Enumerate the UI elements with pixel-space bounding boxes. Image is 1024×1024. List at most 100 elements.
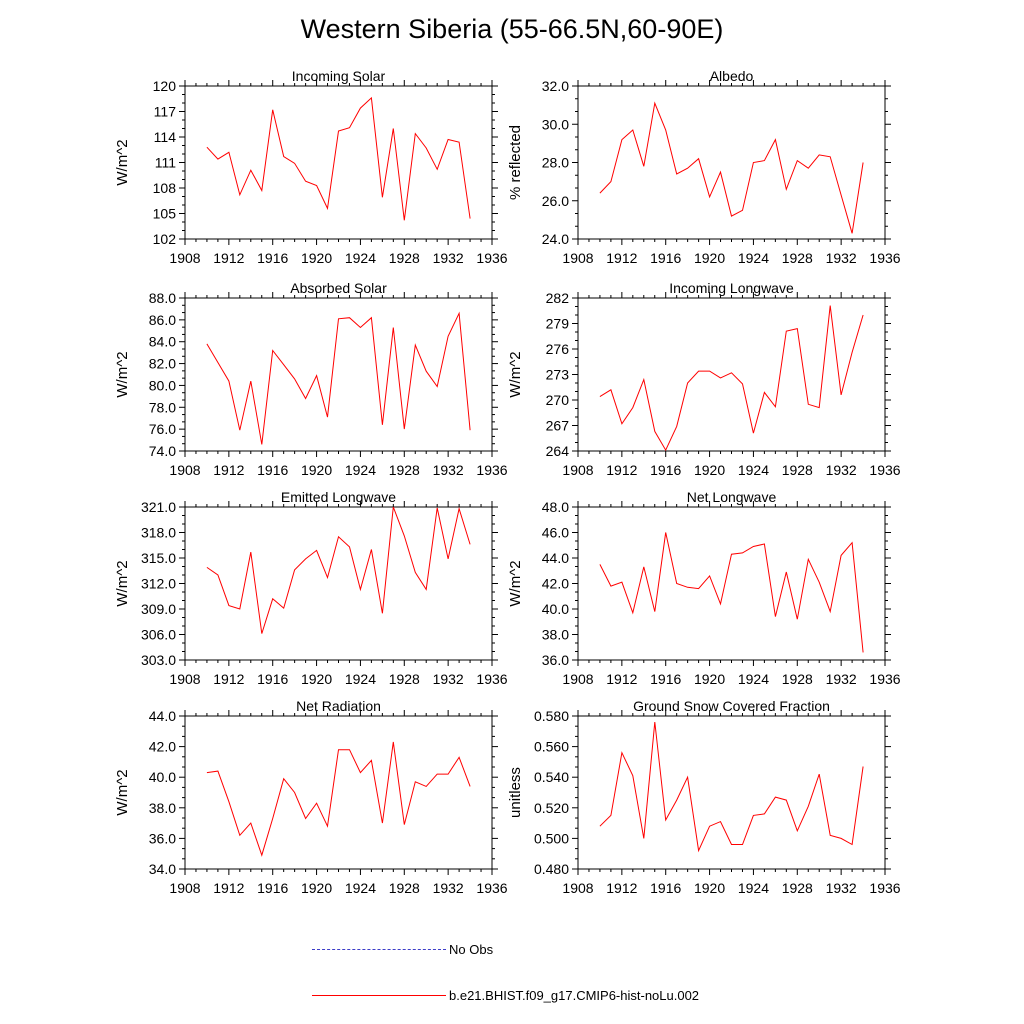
x-tick-label: 1916 [650, 671, 681, 687]
x-tick-label: 1912 [213, 250, 244, 266]
x-tick-label: 1932 [826, 671, 857, 687]
x-tick-label: 1908 [169, 462, 200, 478]
panel-title: Ground Snow Covered Fraction [633, 698, 830, 714]
panel-title: Net Longwave [687, 489, 777, 505]
x-tick-label: 1912 [213, 462, 244, 478]
y-tick-label: 48.0 [542, 499, 569, 515]
x-tick-label: 1928 [389, 250, 420, 266]
series-line [599, 722, 864, 853]
x-tick-label: 1924 [345, 462, 376, 478]
y-axis-label: % reflected [507, 125, 524, 200]
x-tick-label: 1920 [694, 671, 725, 687]
y-tick-label: 276 [546, 341, 570, 357]
y-tick-label: 0.500 [534, 830, 569, 846]
legend-label-model: b.e21.BHIST.f09_g17.CMIP6-hist-noLu.002 [449, 988, 700, 1003]
y-tick-label: 111 [155, 155, 176, 171]
x-tick-label: 1916 [650, 250, 681, 266]
x-tick-label: 1920 [694, 250, 725, 266]
y-tick-label: 88.0 [149, 290, 176, 306]
y-tick-label: 108 [153, 180, 177, 196]
series-line [599, 532, 864, 653]
y-tick-label: 0.520 [534, 800, 569, 816]
y-tick-label: 282 [546, 290, 570, 306]
x-tick-label: 1932 [433, 250, 464, 266]
y-tick-label: 32.0 [542, 78, 569, 94]
y-axis-label: unitless [507, 767, 524, 818]
x-tick-label: 1908 [562, 671, 593, 687]
x-tick-label: 1936 [476, 671, 507, 687]
y-tick-label: 36.0 [149, 830, 176, 846]
x-tick-label: 1908 [562, 880, 593, 896]
plot-frame [184, 506, 493, 661]
panel-title: Absorbed Solar [290, 280, 387, 296]
x-tick-label: 1936 [476, 880, 507, 896]
x-tick-label: 1916 [257, 671, 288, 687]
panel-net-longwave: Net Longwave 36.0 38.0 40.0 42.0 44.0 46.0 48.0… [507, 489, 901, 687]
legend-item-model: b.e21.BHIST.f09_g17.CMIP6-hist-noLu.002 [312, 988, 699, 1003]
x-tick-label: 1928 [389, 462, 420, 478]
x-tick-label: 1912 [606, 671, 637, 687]
y-tick-label: 312.0 [141, 576, 176, 592]
legend-swatch-obs [312, 949, 446, 950]
x-tick-label: 1936 [869, 671, 900, 687]
y-tick-label: 86.0 [149, 312, 176, 328]
y-tick-label: 0.480 [534, 861, 569, 877]
x-tick-label: 1916 [257, 250, 288, 266]
x-tick-label: 1912 [606, 250, 637, 266]
legend-swatch-model [312, 995, 446, 996]
y-tick-label: 303.0 [141, 652, 176, 668]
y-tick-label: 42.0 [149, 739, 176, 755]
legend-item-obs: No Obs [312, 942, 493, 957]
panel-ground-snow-covered-fraction: Ground Snow Covered Fraction 0.480 0.500 0.… [507, 698, 901, 896]
y-tick-label: 30.0 [542, 116, 569, 132]
y-tick-label: 38.0 [542, 627, 569, 643]
x-tick-label: 1932 [433, 671, 464, 687]
x-tick-label: 1936 [476, 462, 507, 478]
panel-incoming-longwave: Incoming Longwave 264 267 270 273 276 279 282 19… [507, 280, 901, 478]
x-tick-label: 1928 [782, 880, 813, 896]
x-tick-label: 1928 [389, 880, 420, 896]
panel-albedo: Albedo 24.0 26.0 28.0 30.0 32.0 1908 1912 1916 19… [507, 68, 901, 266]
y-tick-label: 0.540 [534, 769, 569, 785]
x-tick-label: 1916 [257, 880, 288, 896]
y-tick-label: 44.0 [149, 708, 176, 724]
series-line [206, 741, 471, 857]
panel-title: Emitted Longwave [281, 489, 396, 505]
y-tick-label: 318.0 [141, 525, 176, 541]
panel-title: Net Radiation [296, 698, 381, 714]
plot-frame [184, 715, 493, 870]
x-tick-label: 1932 [826, 462, 857, 478]
x-tick-label: 1920 [301, 250, 332, 266]
panel-title: Incoming Longwave [669, 280, 794, 296]
legend-label-obs: No Obs [449, 942, 494, 957]
panel-incoming-solar: Incoming Solar 102 105 108 111 114 117 120 1908 1… [114, 68, 508, 266]
y-tick-label: 40.0 [542, 601, 569, 617]
x-tick-label: 1916 [650, 880, 681, 896]
y-axis-label: W/m^2 [507, 351, 524, 397]
x-tick-label: 1924 [738, 250, 769, 266]
y-tick-label: 46.0 [542, 525, 569, 541]
x-tick-label: 1920 [301, 880, 332, 896]
x-tick-label: 1916 [257, 462, 288, 478]
y-tick-label: 26.0 [542, 193, 569, 209]
y-tick-label: 309.0 [141, 601, 176, 617]
y-tick-label: 273 [546, 367, 570, 383]
x-tick-label: 1924 [345, 671, 376, 687]
y-tick-label: 80.0 [149, 377, 176, 393]
x-tick-label: 1920 [694, 880, 725, 896]
y-tick-label: 321.0 [141, 499, 176, 515]
series-line [206, 96, 471, 221]
y-axis-label: W/m^2 [114, 769, 131, 815]
y-tick-label: 102 [153, 231, 177, 247]
y-tick-label: 40.0 [149, 769, 176, 785]
x-tick-label: 1912 [606, 462, 637, 478]
y-tick-label: 36.0 [542, 652, 569, 668]
y-tick-label: 78.0 [149, 399, 176, 415]
y-tick-label: 24.0 [542, 231, 569, 247]
y-tick-label: 42.0 [542, 576, 569, 592]
x-tick-label: 1912 [213, 671, 244, 687]
y-tick-label: 105 [153, 206, 177, 222]
x-tick-label: 1932 [826, 880, 857, 896]
y-axis-label: W/m^2 [114, 351, 131, 397]
